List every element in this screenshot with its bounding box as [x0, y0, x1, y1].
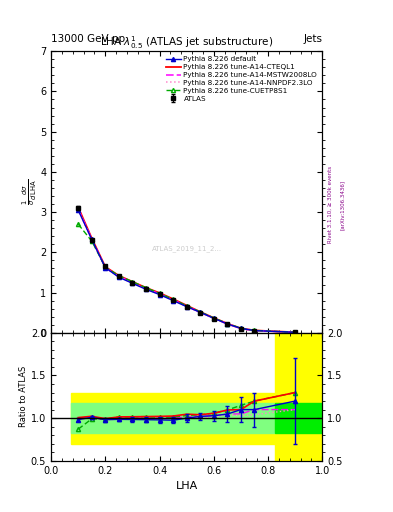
Text: ATLAS_2019_11_2...: ATLAS_2019_11_2...	[152, 245, 222, 252]
Pythia 8.226 tune-A14-MSTW2008LO	[157, 291, 162, 297]
Line: Pythia 8.226 tune-CUETP8S1: Pythia 8.226 tune-CUETP8S1	[76, 222, 297, 334]
Pythia 8.226 tune-A14-NNPDF2.3LO	[157, 291, 162, 297]
Pythia 8.226 default	[198, 309, 203, 315]
Pythia 8.226 tune-A14-NNPDF2.3LO	[116, 274, 121, 280]
Pythia 8.226 tune-A14-MSTW2008LO	[76, 206, 81, 212]
Line: Pythia 8.226 tune-A14-CTEQL1: Pythia 8.226 tune-A14-CTEQL1	[78, 207, 295, 332]
X-axis label: LHA: LHA	[176, 481, 198, 491]
Pythia 8.226 tune-CUETP8S1	[171, 296, 175, 303]
Pythia 8.226 tune-A14-MSTW2008LO	[116, 273, 121, 280]
Pythia 8.226 tune-A14-MSTW2008LO	[293, 329, 298, 335]
Pythia 8.226 default	[103, 265, 108, 271]
Text: Jets: Jets	[303, 33, 322, 44]
Text: 13000 GeV pp: 13000 GeV pp	[51, 33, 125, 44]
Pythia 8.226 tune-A14-MSTW2008LO	[103, 265, 108, 271]
Pythia 8.226 default	[184, 304, 189, 310]
Pythia 8.226 tune-A14-NNPDF2.3LO	[76, 207, 81, 213]
Bar	[72, 393, 275, 444]
Pythia 8.226 tune-A14-MSTW2008LO	[198, 309, 203, 315]
Pythia 8.226 tune-A14-NNPDF2.3LO	[130, 280, 135, 286]
Line: Pythia 8.226 tune-A14-NNPDF2.3LO: Pythia 8.226 tune-A14-NNPDF2.3LO	[78, 210, 295, 332]
Pythia 8.226 tune-A14-CTEQL1	[198, 309, 203, 315]
Y-axis label: Ratio to ATLAS: Ratio to ATLAS	[19, 366, 28, 428]
Pythia 8.226 tune-CUETP8S1	[239, 325, 243, 331]
Pythia 8.226 tune-A14-MSTW2008LO	[184, 303, 189, 309]
Text: Rivet 3.1.10, ≥ 300k events: Rivet 3.1.10, ≥ 300k events	[328, 166, 333, 243]
Pythia 8.226 tune-A14-MSTW2008LO	[225, 321, 230, 327]
Pythia 8.226 tune-A14-MSTW2008LO	[252, 328, 257, 334]
Pythia 8.226 tune-CUETP8S1	[103, 264, 108, 270]
Bar	[275, 403, 322, 434]
Pythia 8.226 tune-CUETP8S1	[76, 221, 81, 227]
Pythia 8.226 tune-CUETP8S1	[211, 315, 216, 321]
Pythia 8.226 tune-A14-NNPDF2.3LO	[225, 321, 230, 327]
Pythia 8.226 tune-A14-NNPDF2.3LO	[90, 237, 94, 243]
Pythia 8.226 default	[76, 207, 81, 213]
Pythia 8.226 tune-CUETP8S1	[130, 279, 135, 285]
Pythia 8.226 tune-A14-CTEQL1	[103, 264, 108, 270]
Bar	[72, 403, 275, 434]
Pythia 8.226 tune-A14-CTEQL1	[239, 325, 243, 331]
Pythia 8.226 tune-A14-MSTW2008LO	[130, 280, 135, 286]
Pythia 8.226 tune-CUETP8S1	[184, 303, 189, 309]
Pythia 8.226 default	[239, 325, 243, 331]
Line: Pythia 8.226 default: Pythia 8.226 default	[76, 208, 297, 334]
Pythia 8.226 tune-CUETP8S1	[252, 327, 257, 333]
Pythia 8.226 default	[116, 274, 121, 281]
Pythia 8.226 default	[293, 329, 298, 335]
Line: Pythia 8.226 tune-A14-MSTW2008LO: Pythia 8.226 tune-A14-MSTW2008LO	[78, 209, 295, 332]
Pythia 8.226 tune-A14-NNPDF2.3LO	[103, 265, 108, 271]
Pythia 8.226 tune-A14-MSTW2008LO	[171, 297, 175, 303]
Pythia 8.226 tune-A14-CTEQL1	[130, 279, 135, 285]
Pythia 8.226 tune-A14-MSTW2008LO	[239, 326, 243, 332]
Pythia 8.226 tune-A14-CTEQL1	[157, 290, 162, 296]
Pythia 8.226 tune-CUETP8S1	[198, 309, 203, 315]
Pythia 8.226 tune-A14-CTEQL1	[144, 285, 149, 291]
Title: LHA $\lambda^{1}_{0.5}$ (ATLAS jet substructure): LHA $\lambda^{1}_{0.5}$ (ATLAS jet subst…	[100, 34, 273, 51]
Pythia 8.226 default	[90, 237, 94, 243]
Pythia 8.226 tune-A14-CTEQL1	[116, 272, 121, 279]
Pythia 8.226 tune-A14-NNPDF2.3LO	[184, 304, 189, 310]
Pythia 8.226 tune-CUETP8S1	[293, 329, 298, 335]
Pythia 8.226 tune-A14-NNPDF2.3LO	[211, 315, 216, 322]
Pythia 8.226 tune-A14-CTEQL1	[171, 296, 175, 302]
Pythia 8.226 default	[171, 297, 175, 304]
Pythia 8.226 tune-A14-NNPDF2.3LO	[198, 310, 203, 316]
Pythia 8.226 tune-A14-MSTW2008LO	[211, 315, 216, 322]
Pythia 8.226 tune-CUETP8S1	[225, 321, 230, 327]
Pythia 8.226 tune-A14-NNPDF2.3LO	[252, 328, 257, 334]
Pythia 8.226 default	[157, 291, 162, 297]
Legend: Pythia 8.226 default, Pythia 8.226 tune-A14-CTEQL1, Pythia 8.226 tune-A14-MSTW20: Pythia 8.226 default, Pythia 8.226 tune-…	[165, 55, 319, 103]
Pythia 8.226 tune-A14-CTEQL1	[90, 235, 94, 241]
Pythia 8.226 tune-A14-CTEQL1	[211, 315, 216, 321]
Pythia 8.226 tune-CUETP8S1	[116, 272, 121, 279]
Pythia 8.226 default	[225, 321, 230, 327]
Y-axis label: $\frac{1}{\sigma}\frac{d\sigma}{d\,\mathrm{LHA}}$: $\frac{1}{\sigma}\frac{d\sigma}{d\,\math…	[20, 179, 39, 205]
Pythia 8.226 default	[130, 280, 135, 286]
Pythia 8.226 tune-A14-NNPDF2.3LO	[171, 297, 175, 303]
Pythia 8.226 default	[144, 286, 149, 292]
Pythia 8.226 tune-A14-CTEQL1	[225, 321, 230, 327]
Pythia 8.226 tune-A14-CTEQL1	[293, 329, 298, 335]
Pythia 8.226 tune-A14-MSTW2008LO	[90, 236, 94, 242]
Pythia 8.226 default	[211, 315, 216, 322]
Pythia 8.226 tune-A14-NNPDF2.3LO	[144, 286, 149, 292]
Pythia 8.226 tune-A14-CTEQL1	[76, 204, 81, 210]
Pythia 8.226 tune-CUETP8S1	[90, 238, 94, 244]
Pythia 8.226 tune-A14-CTEQL1	[184, 303, 189, 309]
Pythia 8.226 tune-CUETP8S1	[157, 290, 162, 296]
Text: [arXiv:1306.3436]: [arXiv:1306.3436]	[340, 180, 345, 230]
Pythia 8.226 tune-A14-NNPDF2.3LO	[293, 329, 298, 335]
Pythia 8.226 tune-A14-MSTW2008LO	[144, 286, 149, 292]
Pythia 8.226 default	[252, 328, 257, 334]
Bar	[275, 333, 322, 461]
Pythia 8.226 tune-A14-NNPDF2.3LO	[239, 326, 243, 332]
Pythia 8.226 tune-A14-CTEQL1	[252, 327, 257, 333]
Pythia 8.226 tune-CUETP8S1	[144, 285, 149, 291]
